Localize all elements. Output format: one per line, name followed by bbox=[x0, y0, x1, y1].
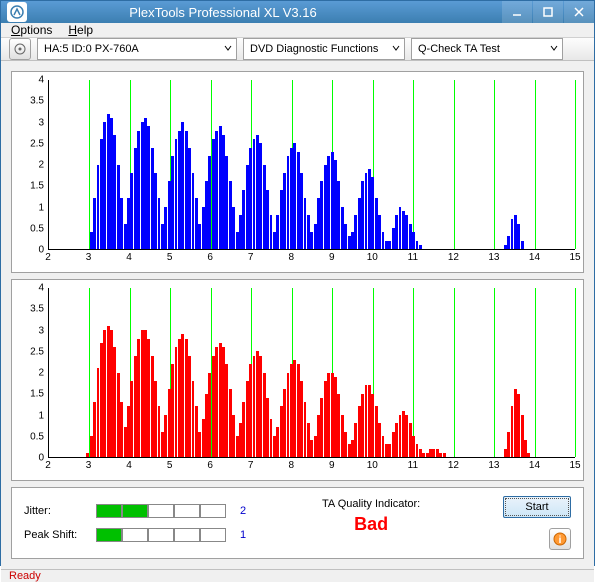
minimize-button[interactable] bbox=[502, 1, 532, 23]
function-select-value: DVD Diagnostic Functions bbox=[250, 43, 378, 55]
level-box bbox=[200, 528, 226, 542]
x-tick-label: 5 bbox=[167, 460, 173, 471]
y-tick-label: 3.5 bbox=[30, 304, 44, 315]
x-tick-label: 2 bbox=[45, 460, 51, 471]
x-tick-label: 13 bbox=[488, 252, 499, 263]
jitter-value: 2 bbox=[240, 505, 246, 517]
x-tick-label: 9 bbox=[329, 460, 335, 471]
x-tick-label: 5 bbox=[167, 252, 173, 263]
x-tick-label: 14 bbox=[529, 460, 540, 471]
test-select-value: Q-Check TA Test bbox=[418, 43, 500, 55]
x-tick-label: 13 bbox=[488, 460, 499, 471]
x-tick-label: 15 bbox=[569, 460, 580, 471]
y-tick-label: 2.5 bbox=[30, 346, 44, 357]
chart-plot-area bbox=[48, 288, 575, 458]
x-tick-label: 4 bbox=[126, 252, 132, 263]
window-title: PlexTools Professional XL V3.16 bbox=[35, 5, 501, 20]
y-tick-label: 1.5 bbox=[30, 181, 44, 192]
status-text: Ready bbox=[9, 570, 41, 582]
maximize-button[interactable] bbox=[533, 1, 563, 23]
x-tick-label: 9 bbox=[329, 252, 335, 263]
chevron-down-icon bbox=[224, 43, 232, 55]
function-select[interactable]: DVD Diagnostic Functions bbox=[243, 38, 405, 60]
level-box bbox=[174, 504, 200, 518]
quality-indicator: TA Quality Indicator: Bad bbox=[322, 498, 420, 535]
chart-plot-area bbox=[48, 80, 575, 250]
metrics-panel: Jitter: 2 Peak Shift: 1 TA Quality Indic… bbox=[11, 487, 584, 559]
x-tick-label: 14 bbox=[529, 252, 540, 263]
x-tick-label: 8 bbox=[288, 460, 294, 471]
y-tick-label: 0.5 bbox=[30, 223, 44, 234]
drive-icon-button[interactable] bbox=[9, 38, 31, 60]
info-button[interactable]: i bbox=[549, 528, 571, 550]
y-tick-label: 3 bbox=[38, 117, 44, 128]
x-tick-label: 3 bbox=[86, 252, 92, 263]
chevron-down-icon bbox=[392, 43, 400, 55]
drive-select[interactable]: HA:5 ID:0 PX-760A bbox=[37, 38, 237, 60]
quality-value: Bad bbox=[322, 514, 420, 535]
y-tick-label: 0 bbox=[38, 245, 44, 256]
top-chart-panel: 0 0.5 1 1.5 2 2.5 3 3.5 4 2 3 4 5 6 7 8 9 10 11 12 13 14 15 bbox=[11, 71, 584, 273]
x-tick-label: 7 bbox=[248, 460, 254, 471]
x-tick-label: 11 bbox=[408, 252, 418, 263]
bottom-chart-panel: 0 0.5 1 1.5 2 2.5 3 3.5 4 2 3 4 5 6 7 8 9 10 11 12 13 14 15 bbox=[11, 279, 584, 481]
peakshift-label: Peak Shift: bbox=[24, 529, 88, 541]
start-button[interactable]: Start bbox=[503, 496, 571, 518]
level-box bbox=[122, 528, 148, 542]
y-tick-label: 2 bbox=[38, 368, 44, 379]
x-tick-label: 12 bbox=[448, 252, 459, 263]
x-tick-label: 3 bbox=[86, 460, 92, 471]
level-box bbox=[96, 504, 122, 518]
x-tick-label: 11 bbox=[408, 460, 418, 471]
level-box bbox=[148, 528, 174, 542]
x-tick-label: 4 bbox=[126, 460, 132, 471]
level-box bbox=[96, 528, 122, 542]
y-tick-label: 1 bbox=[38, 410, 44, 421]
drive-select-value: HA:5 ID:0 PX-760A bbox=[44, 43, 139, 55]
level-box bbox=[148, 504, 174, 518]
close-button[interactable] bbox=[564, 1, 594, 23]
y-tick-label: 4 bbox=[38, 75, 44, 86]
level-box bbox=[174, 528, 200, 542]
y-tick-label: 2.5 bbox=[30, 138, 44, 149]
peakshift-row: Peak Shift: 1 bbox=[24, 528, 246, 542]
x-tick-label: 15 bbox=[569, 252, 580, 263]
y-tick-label: 0.5 bbox=[30, 431, 44, 442]
level-box bbox=[200, 504, 226, 518]
menubar: Options Help bbox=[1, 23, 594, 38]
x-tick-label: 10 bbox=[367, 252, 378, 263]
x-tick-label: 12 bbox=[448, 460, 459, 471]
y-tick-label: 1 bbox=[38, 202, 44, 213]
y-tick-label: 0 bbox=[38, 453, 44, 464]
titlebar: PlexTools Professional XL V3.16 bbox=[1, 1, 594, 23]
y-tick-label: 3.5 bbox=[30, 96, 44, 107]
x-tick-label: 8 bbox=[288, 252, 294, 263]
svg-text:i: i bbox=[559, 535, 562, 546]
y-tick-label: 1.5 bbox=[30, 389, 44, 400]
jitter-label: Jitter: bbox=[24, 505, 88, 517]
x-tick-label: 2 bbox=[45, 252, 51, 263]
statusbar: Ready bbox=[1, 569, 594, 582]
quality-label: TA Quality Indicator: bbox=[322, 498, 420, 510]
x-tick-label: 7 bbox=[248, 252, 254, 263]
jitter-row: Jitter: 2 bbox=[24, 504, 246, 518]
x-tick-label: 6 bbox=[207, 252, 213, 263]
y-tick-label: 3 bbox=[38, 325, 44, 336]
toolbar: HA:5 ID:0 PX-760A DVD Diagnostic Functio… bbox=[1, 38, 594, 61]
chevron-down-icon bbox=[550, 43, 558, 55]
test-select[interactable]: Q-Check TA Test bbox=[411, 38, 563, 60]
app-logo-icon bbox=[7, 2, 27, 22]
y-tick-label: 2 bbox=[38, 160, 44, 171]
peakshift-value: 1 bbox=[240, 529, 246, 541]
level-box bbox=[122, 504, 148, 518]
menu-options[interactable]: Options bbox=[11, 23, 52, 37]
menu-help[interactable]: Help bbox=[68, 23, 93, 37]
x-tick-label: 10 bbox=[367, 460, 378, 471]
x-tick-label: 6 bbox=[207, 460, 213, 471]
y-tick-label: 4 bbox=[38, 283, 44, 294]
